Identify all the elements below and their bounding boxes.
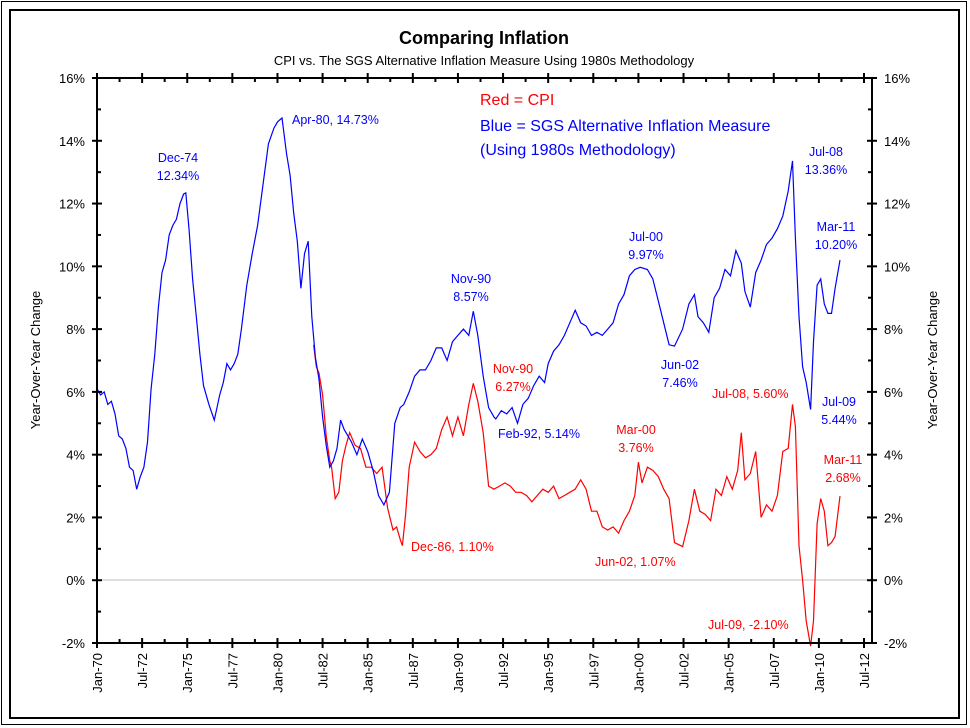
annotation-sgs-feb92: Feb-92, 5.14%	[498, 427, 580, 441]
annotation-cpi-jun02: Jun-02, 1.07%	[595, 555, 676, 569]
annotation-text: Jul-09, -2.10%	[708, 618, 789, 632]
annotation-cpi-nov90: Nov-90 6.27%	[493, 362, 533, 394]
x-tick-label: Jul-82	[316, 653, 331, 688]
series-layer	[96, 116, 841, 647]
x-tick-label: Jan-75	[180, 653, 195, 693]
annotation-sgs-apr80: Apr-80, 14.73%	[292, 113, 379, 127]
annotation-text: Feb-92, 5.14%	[498, 427, 580, 441]
annotation-cpi-jul09: Jul-09, -2.10%	[708, 618, 789, 632]
annotation-text: 13.36%	[805, 163, 847, 177]
y-tick-label-right: 16%	[884, 71, 910, 86]
x-tick-label: Jul-07	[767, 653, 782, 688]
annotation-text: Jun-02	[661, 358, 699, 372]
annotation-text: Dec-74	[158, 151, 198, 165]
annotation-text: Jul-08	[809, 145, 843, 159]
x-tick-label: Jan-00	[631, 653, 646, 693]
series-line-sgs	[96, 116, 841, 507]
annotations: Dec-74 12.34% Apr-80, 14.73% Nov-90 8.57% Feb…	[157, 113, 863, 632]
y-tick-label-left: 8%	[66, 322, 85, 337]
chart-title: Comparing Inflation	[399, 28, 569, 48]
annotation-cpi-mar00: Mar-00 3.76%	[616, 423, 656, 455]
annotation-text: 2.68%	[825, 471, 860, 485]
x-tick-label: Jul-12	[857, 653, 872, 688]
x-tick-label: Jan-80	[270, 653, 285, 693]
series-line-cpi	[313, 344, 841, 647]
y-axis-label-right: Year-Over-Year Change	[925, 291, 940, 430]
y-axis-label-left: Year-Over-Year Change	[28, 291, 43, 430]
legend-cpi: Red = CPI	[480, 92, 554, 109]
annotation-text: 6.27%	[495, 380, 530, 394]
x-tick-label: Jan-95	[541, 653, 556, 693]
annotation-text: Mar-11	[824, 453, 863, 467]
annotation-cpi-dec86: Dec-86, 1.10%	[411, 540, 494, 554]
annotation-text: Dec-86, 1.10%	[411, 540, 494, 554]
y-tick-label-left: -2%	[62, 636, 86, 651]
y-tick-label-left: 10%	[59, 259, 85, 274]
annotation-text: Jul-00	[629, 230, 663, 244]
y-tick-label-right: 4%	[884, 448, 903, 463]
annotation-sgs-jul08: Jul-08 13.36%	[805, 145, 847, 177]
annotation-text: 5.44%	[821, 413, 856, 427]
x-tick-label: Jul-02	[677, 653, 692, 688]
annotation-text: 8.57%	[453, 290, 488, 304]
annotation-cpi-jul08: Jul-08, 5.60%	[712, 387, 788, 401]
y-tick-label-right: 14%	[884, 134, 910, 149]
y-tick-label-right: 2%	[884, 510, 903, 525]
y-tick-label-left: 6%	[66, 385, 85, 400]
y-tick-label-right: 6%	[884, 385, 903, 400]
y-tick-label-right: 10%	[884, 259, 910, 274]
annotation-text: Mar-00	[616, 423, 656, 437]
annotation-sgs-jul00: Jul-00 9.97%	[628, 230, 663, 262]
annotation-text: Nov-90	[493, 362, 533, 376]
annotation-sgs-mar11: Mar-11 10.20%	[815, 220, 857, 252]
x-tick-label: Jan-85	[361, 653, 376, 693]
x-tick-label: Jan-70	[90, 653, 105, 693]
annotation-text: Mar-11	[817, 220, 856, 234]
axes-layer: -2% -2% 0% 0% 2% 2% 4% 4% 6% 6% 8% 8% 10% 10% 12% 12% 14…	[59, 71, 910, 693]
annotation-sgs-nov90: Nov-90 8.57%	[451, 272, 491, 304]
x-tick-label: Jan-90	[451, 653, 466, 693]
y-tick-label-right: 12%	[884, 197, 910, 212]
y-tick-label-right: -2%	[884, 636, 908, 651]
y-tick-label-left: 0%	[66, 573, 85, 588]
x-tick-label: Jul-92	[496, 653, 511, 688]
y-tick-label-left: 12%	[59, 197, 85, 212]
annotation-sgs-jun02: Jun-02 7.46%	[661, 358, 699, 390]
x-tick-label: Jul-77	[225, 653, 240, 688]
annotation-text: 9.97%	[628, 248, 663, 262]
legend: Red = CPI Blue = SGS Alternative Inflati…	[480, 92, 770, 159]
legend-sgs-methodology: (Using 1980s Methodology)	[480, 142, 676, 159]
y-tick-label-left: 16%	[59, 71, 85, 86]
annotation-text: Jul-09	[822, 395, 856, 409]
x-tick-label: Jul-72	[135, 653, 150, 688]
x-tick-label: Jul-97	[586, 653, 601, 688]
legend-sgs: Blue = SGS Alternative Inflation Measure	[480, 118, 770, 135]
annotation-text: Jul-08, 5.60%	[712, 387, 788, 401]
annotation-sgs-jul09: Jul-09 5.44%	[821, 395, 856, 427]
annotation-text: 10.20%	[815, 238, 857, 252]
y-tick-label-left: 14%	[59, 134, 85, 149]
annotation-text: Jun-02, 1.07%	[595, 555, 676, 569]
chart-frame-inner	[9, 9, 960, 719]
annotation-text: Nov-90	[451, 272, 491, 286]
y-tick-label-left: 4%	[66, 448, 85, 463]
x-tick-label: Jan-10	[812, 653, 827, 693]
annotation-text: 7.46%	[662, 376, 697, 390]
y-tick-label-right: 0%	[884, 573, 903, 588]
y-tick-label-right: 8%	[884, 322, 903, 337]
annotation-sgs-dec74: Dec-74 12.34%	[157, 151, 199, 183]
annotation-cpi-mar11: Mar-11 2.68%	[824, 453, 863, 485]
annotation-text: 3.76%	[618, 441, 653, 455]
y-tick-label-left: 2%	[66, 510, 85, 525]
chart-subtitle: CPI vs. The SGS Alternative Inflation Me…	[274, 53, 695, 68]
x-tick-label: Jul-87	[406, 653, 421, 688]
annotation-text: 12.34%	[157, 169, 199, 183]
x-tick-label: Jan-05	[722, 653, 737, 693]
annotation-text: Apr-80, 14.73%	[292, 113, 379, 127]
